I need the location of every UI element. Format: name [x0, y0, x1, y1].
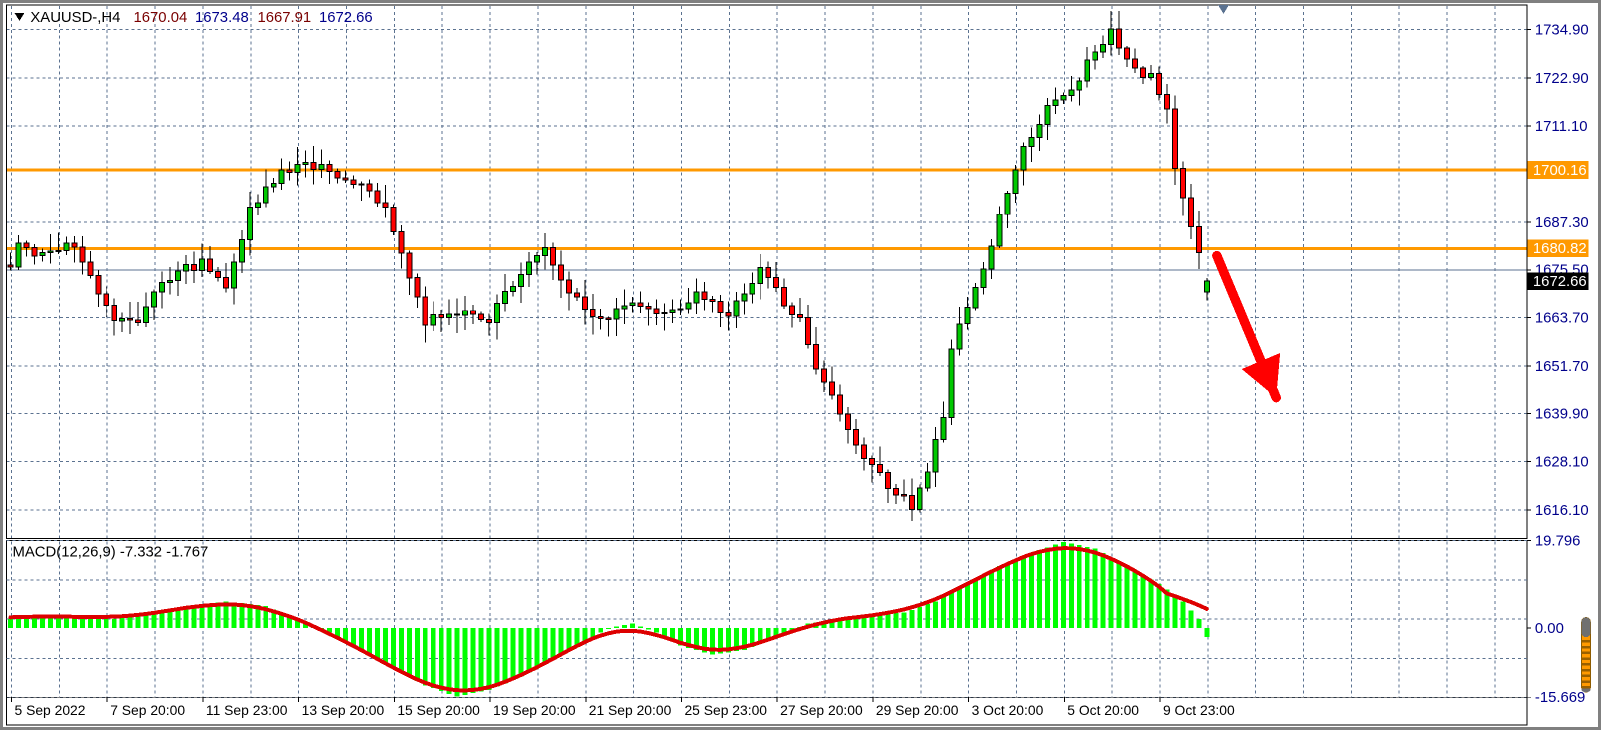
svg-text:MACD(12,26,9) -7.332 -1.767: MACD(12,26,9) -7.332 -1.767	[13, 544, 209, 560]
svg-text:1667.91: 1667.91	[258, 10, 312, 26]
svg-text:27 Sep 20:00: 27 Sep 20:00	[780, 702, 863, 718]
svg-text:15 Sep 20:00: 15 Sep 20:00	[397, 702, 480, 718]
svg-text:1680.82: 1680.82	[1533, 241, 1587, 257]
svg-text:XAUUSD-,H4: XAUUSD-,H4	[30, 10, 120, 26]
svg-text:1651.70: 1651.70	[1535, 359, 1589, 375]
svg-text:13 Sep 20:00: 13 Sep 20:00	[302, 702, 385, 718]
svg-text:19.796: 19.796	[1535, 534, 1580, 550]
svg-text:1672.66: 1672.66	[319, 10, 373, 26]
svg-text:1734.90: 1734.90	[1535, 23, 1589, 39]
svg-text:0.00: 0.00	[1535, 621, 1564, 637]
svg-text:1673.48: 1673.48	[195, 10, 249, 26]
svg-text:5 Sep 2022: 5 Sep 2022	[15, 702, 86, 718]
svg-text:19 Sep 20:00: 19 Sep 20:00	[493, 702, 576, 718]
svg-text:1628.10: 1628.10	[1535, 454, 1589, 470]
svg-text:-15.669: -15.669	[1535, 690, 1585, 706]
svg-text:1672.66: 1672.66	[1533, 274, 1587, 290]
svg-text:1722.90: 1722.90	[1535, 71, 1589, 87]
svg-text:1639.90: 1639.90	[1535, 407, 1589, 423]
svg-text:1687.30: 1687.30	[1535, 215, 1589, 231]
svg-text:9 Oct 23:00: 9 Oct 23:00	[1163, 702, 1235, 718]
svg-text:1670.04: 1670.04	[134, 10, 188, 26]
svg-text:21 Sep 20:00: 21 Sep 20:00	[589, 702, 672, 718]
svg-text:25 Sep 23:00: 25 Sep 23:00	[684, 702, 767, 718]
svg-text:5 Oct 20:00: 5 Oct 20:00	[1067, 702, 1139, 718]
svg-text:3 Oct 20:00: 3 Oct 20:00	[972, 702, 1044, 718]
svg-text:1663.70: 1663.70	[1535, 310, 1589, 326]
svg-text:11 Sep 23:00: 11 Sep 23:00	[206, 702, 288, 718]
svg-text:1616.10: 1616.10	[1535, 503, 1589, 519]
svg-text:1700.16: 1700.16	[1533, 163, 1587, 179]
svg-text:29 Sep 20:00: 29 Sep 20:00	[876, 702, 959, 718]
svg-text:7 Sep 20:00: 7 Sep 20:00	[110, 702, 185, 718]
svg-text:1711.10: 1711.10	[1535, 119, 1588, 135]
